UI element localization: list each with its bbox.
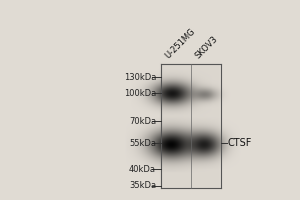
Text: 55kDa: 55kDa <box>129 138 156 148</box>
Text: 40kDa: 40kDa <box>129 164 156 173</box>
Text: 70kDa: 70kDa <box>129 116 156 126</box>
Text: 130kDa: 130kDa <box>124 72 156 82</box>
Text: CTSF: CTSF <box>228 138 252 148</box>
Text: U-251MG: U-251MG <box>163 26 197 60</box>
Text: SKOV3: SKOV3 <box>193 34 219 60</box>
Text: 100kDa: 100kDa <box>124 88 156 98</box>
Text: 35kDa: 35kDa <box>129 182 156 190</box>
